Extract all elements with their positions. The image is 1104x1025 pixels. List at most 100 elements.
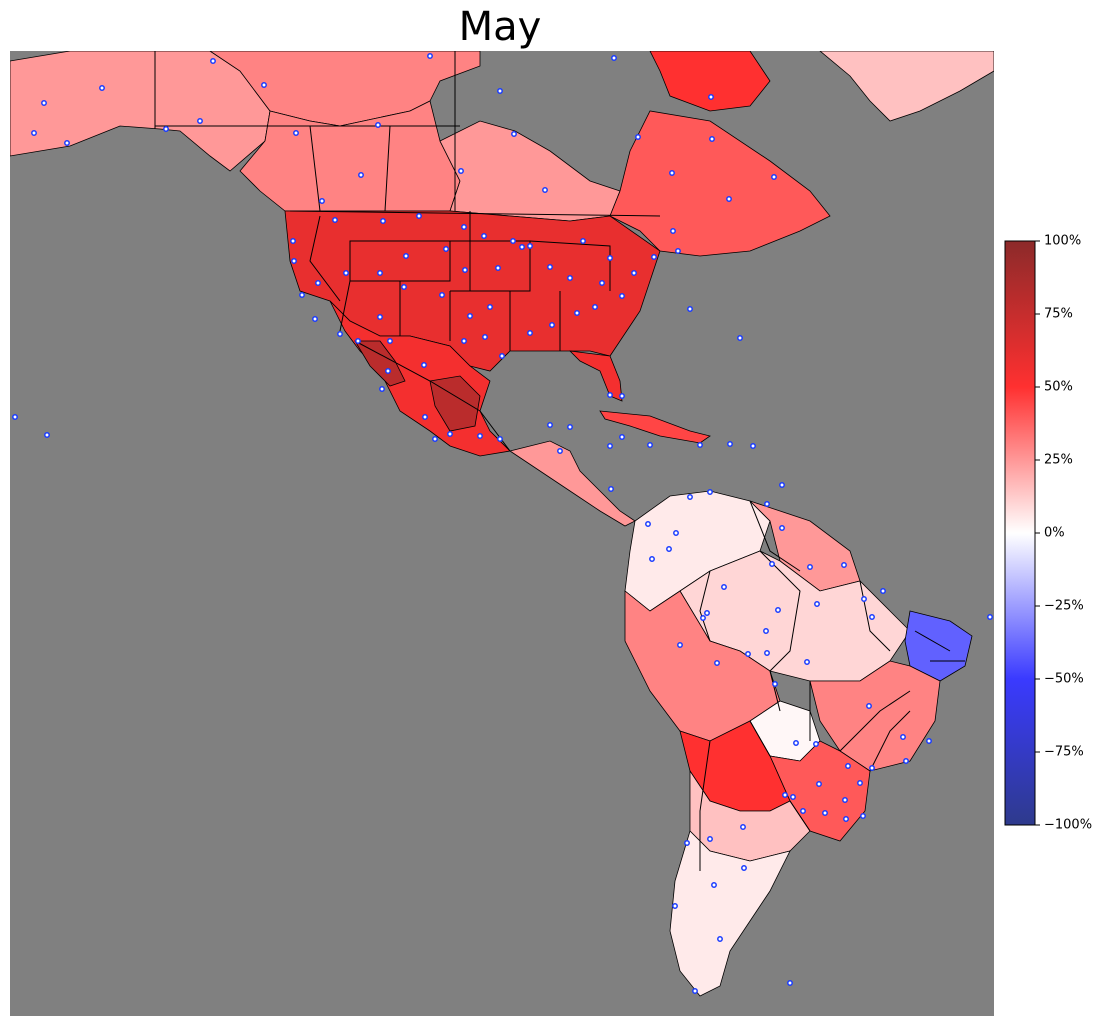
station-marker	[580, 238, 586, 244]
station-marker	[567, 275, 573, 281]
station-marker	[813, 741, 819, 747]
station-marker	[772, 681, 778, 687]
colorbar	[1004, 240, 1040, 826]
station-marker	[44, 432, 50, 438]
station-marker	[842, 797, 848, 803]
station-marker	[869, 765, 875, 771]
station-marker	[764, 501, 770, 507]
region-greenland	[819, 51, 994, 122]
station-marker	[900, 734, 906, 740]
region-patagonia	[669, 830, 791, 997]
station-marker	[547, 264, 553, 270]
station-marker	[261, 82, 267, 88]
station-marker	[293, 130, 299, 136]
station-marker	[64, 140, 70, 146]
station-marker	[670, 228, 676, 234]
station-marker	[481, 233, 487, 239]
station-marker	[711, 882, 717, 888]
station-marker	[926, 738, 932, 744]
station-marker	[527, 243, 533, 249]
station-marker	[462, 267, 468, 273]
station-marker	[375, 122, 381, 128]
station-marker	[727, 441, 733, 447]
station-marker	[675, 248, 681, 254]
station-marker	[299, 292, 305, 298]
station-marker	[358, 172, 364, 178]
station-marker	[673, 530, 679, 536]
station-marker	[401, 284, 407, 290]
station-marker	[312, 316, 318, 322]
station-marker	[461, 224, 467, 230]
station-marker	[822, 810, 828, 816]
station-marker	[385, 368, 391, 374]
station-marker	[651, 254, 657, 260]
station-marker	[497, 436, 503, 442]
colorbar-tick-label: 75%	[1044, 306, 1073, 322]
station-marker	[816, 781, 822, 787]
station-marker	[763, 628, 769, 634]
region-central-mexico-dry	[429, 375, 481, 432]
station-marker	[439, 292, 445, 298]
station-marker	[750, 443, 756, 449]
station-marker	[672, 903, 678, 909]
station-marker	[557, 448, 563, 454]
station-marker	[379, 386, 385, 392]
station-marker	[869, 614, 875, 620]
station-marker	[619, 393, 625, 399]
station-marker	[635, 134, 641, 140]
station-marker	[700, 615, 706, 621]
colorbar-gradient	[1004, 240, 1036, 826]
station-marker	[337, 331, 343, 337]
station-marker	[745, 651, 751, 657]
station-marker	[669, 170, 675, 176]
station-marker	[631, 270, 637, 276]
colorbar-tick-label: 100%	[1044, 233, 1082, 249]
station-marker	[315, 280, 321, 286]
station-marker	[845, 763, 851, 769]
station-marker	[775, 607, 781, 613]
station-marker	[645, 521, 651, 527]
station-marker	[707, 836, 713, 842]
station-marker	[740, 824, 746, 830]
station-marker	[377, 314, 383, 320]
station-marker	[619, 293, 625, 299]
station-marker	[497, 88, 503, 94]
station-marker	[387, 338, 393, 344]
station-marker	[684, 840, 690, 846]
station-marker	[332, 217, 338, 223]
station-marker	[519, 244, 525, 250]
station-marker	[99, 85, 105, 91]
station-marker	[495, 265, 501, 271]
station-marker	[769, 561, 775, 567]
station-marker	[649, 556, 655, 562]
station-marker	[787, 980, 793, 986]
station-marker	[707, 489, 713, 495]
station-marker	[41, 100, 47, 106]
region-baffin-island	[649, 51, 771, 112]
station-marker	[608, 486, 614, 492]
station-marker	[403, 253, 409, 259]
station-marker	[607, 255, 613, 261]
station-marker	[197, 118, 203, 124]
station-marker	[790, 794, 796, 800]
station-marker	[861, 596, 867, 602]
region-quebec-maritimes	[609, 110, 831, 257]
region-northwest-mexico	[354, 340, 406, 387]
station-marker	[542, 187, 548, 193]
station-marker	[592, 304, 598, 310]
station-marker	[319, 198, 325, 204]
station-marker	[611, 55, 617, 61]
colorbar-tick-label: −25%	[1044, 598, 1084, 614]
station-marker	[427, 53, 433, 59]
station-marker	[567, 424, 573, 430]
station-marker	[12, 414, 18, 420]
station-marker	[31, 130, 37, 136]
station-marker	[467, 313, 473, 319]
station-marker	[487, 304, 493, 310]
station-markers	[12, 53, 993, 994]
station-marker	[726, 196, 732, 202]
map-title: May	[458, 4, 542, 50]
station-marker	[461, 338, 467, 344]
station-marker	[421, 362, 427, 368]
station-marker	[380, 218, 386, 224]
